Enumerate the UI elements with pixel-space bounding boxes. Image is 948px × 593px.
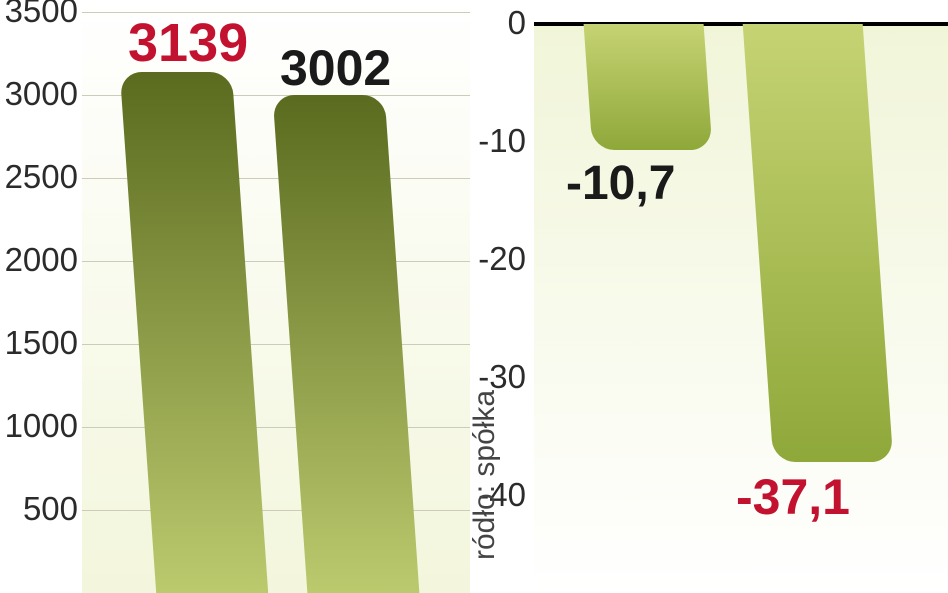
left-axis-tick: 3000: [0, 75, 78, 113]
left-bar-label: 3139: [128, 12, 248, 74]
right-axis-tick: -20: [470, 240, 526, 278]
left-axis-tick: 500: [0, 490, 78, 528]
right-axis-tick: 0: [470, 4, 526, 42]
left-chart: 500 1000 1500 2000 2500 3000 3500 3139 3002: [0, 0, 470, 593]
left-gridline: [82, 427, 470, 428]
left-axis-tick: 1000: [0, 407, 78, 445]
right-axis-tick: -10: [470, 122, 526, 160]
right-bar-label: -37,1: [736, 468, 850, 526]
left-axis-tick: 2000: [0, 241, 78, 279]
left-axis-tick: 2500: [0, 158, 78, 196]
right-chart: 0-10-20-30-40 -10,7-37,1 ródło: spółka: [470, 0, 948, 593]
source-text: ródło: spółka: [470, 390, 502, 560]
right-bar-label: -10,7: [566, 156, 675, 211]
left-bar-label: 3002: [280, 39, 391, 97]
left-axis-tick: 1500: [0, 324, 78, 362]
left-axis-tick: 3500: [0, 0, 78, 30]
right-bar: [584, 24, 713, 150]
